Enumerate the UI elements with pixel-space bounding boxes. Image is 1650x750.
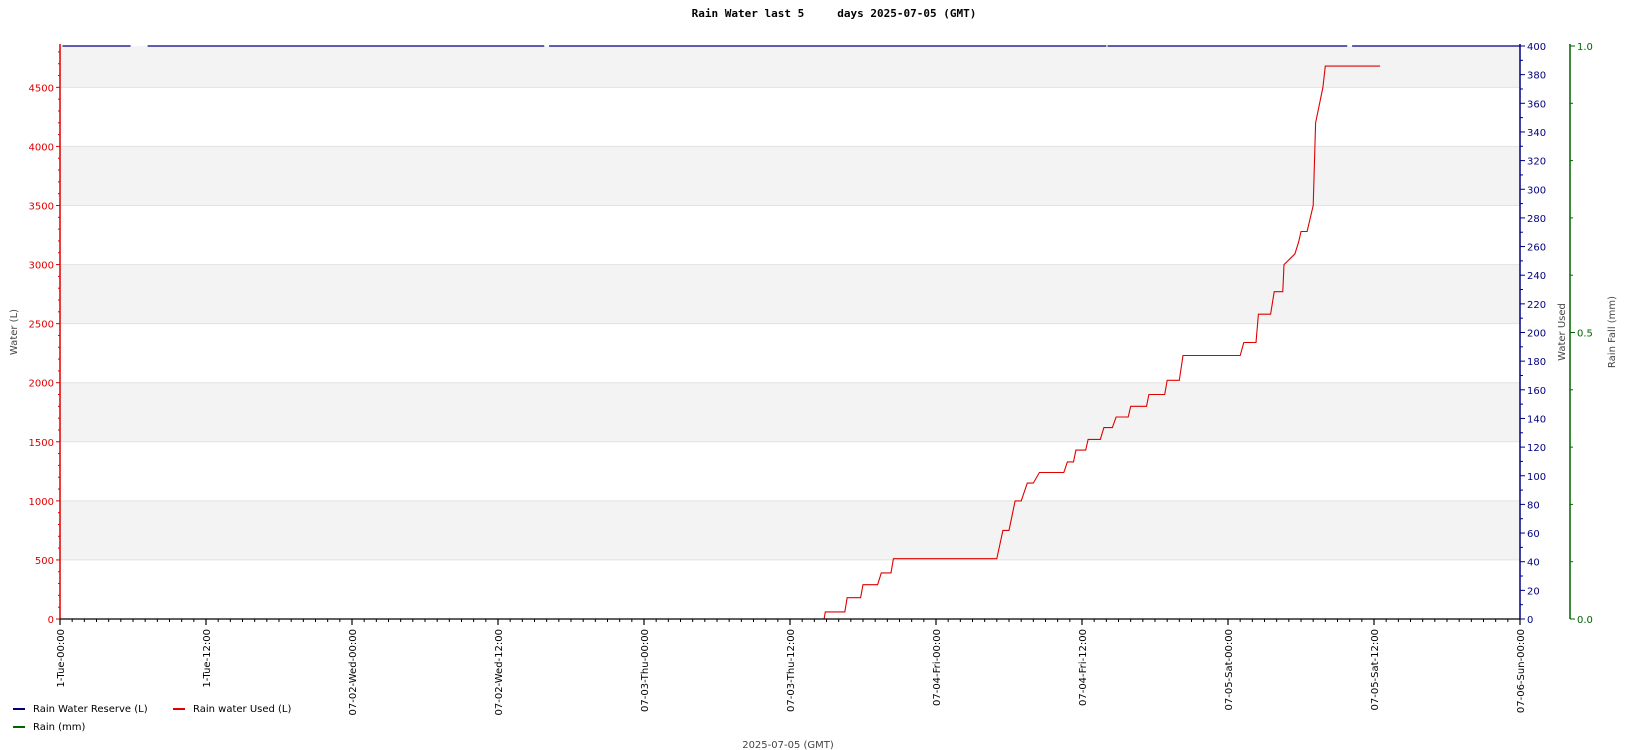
y-axis-label-right-rain-fall: Rain Fall (mm): [1607, 296, 1618, 368]
x-tick-label: 07-06-Sun-00:00: [1516, 629, 1527, 713]
right-rain-fall-tick-label: 0.5: [1577, 329, 1593, 340]
right-water-used-tick-label: 80: [1527, 500, 1540, 511]
right-rain-fall-tick-label: 1.0: [1577, 42, 1593, 53]
x-tick-label: 07-05-Sat-12:00: [1370, 629, 1381, 711]
grid-lines: [60, 86, 1520, 561]
x-tick-label: 07-02-Wed-00:00: [348, 629, 359, 716]
right-water-used-tick-label: 180: [1527, 357, 1546, 368]
left-tick-label: 3000: [29, 261, 54, 272]
right-water-used-tick-label: 60: [1527, 529, 1540, 540]
right-water-used-tick-label: 340: [1527, 128, 1546, 139]
x-axis-label: 2025-07-05 (GMT): [742, 740, 834, 750]
background-band: [60, 46, 1520, 88]
left-tick-label: 2500: [29, 320, 54, 331]
left-tick-label: 1000: [29, 497, 54, 508]
x-tick-label: 07-05-Sat-00:00: [1224, 629, 1235, 711]
right-water-used-tick-label: 400: [1527, 42, 1546, 53]
axes-layer: 0 500 1000 1500 2000 2500 3000 3500 4000 4500 0 20 4…: [29, 42, 1593, 716]
right-water-used-tick-label: 280: [1527, 214, 1546, 225]
x-tick-label: 07-04-Fri-12:00: [1078, 629, 1089, 706]
right-water-used-tick-label: 300: [1527, 185, 1546, 196]
right-water-used-tick-label: 360: [1527, 99, 1546, 110]
left-tick-label: 3500: [29, 201, 54, 212]
x-tick-label: 07-03-Thu-12:00: [786, 629, 797, 712]
used-series-line: [823, 65, 1381, 620]
y-axis-label-left: Water (L): [9, 309, 20, 355]
left-tick-label: 0: [48, 615, 54, 626]
series-layer: [62, 45, 1520, 620]
x-tick-label: 07-03-Thu-00:00: [640, 629, 651, 712]
right-water-used-tick-label: 160: [1527, 386, 1546, 397]
background-band: [60, 146, 1520, 206]
right-water-used-tick-label: 100: [1527, 472, 1546, 483]
right-water-used-tick-label: 0: [1527, 615, 1533, 626]
left-tick-label: 4000: [29, 142, 54, 153]
right-water-used-tick-label: 220: [1527, 300, 1546, 311]
legend-label: Rain water Used (L): [193, 704, 292, 715]
left-tick-label: 500: [35, 556, 54, 567]
right-rain-fall-tick-label: 0.0: [1577, 615, 1593, 626]
background-band: [60, 382, 1520, 442]
left-tick-label: 4500: [29, 83, 54, 94]
right-water-used-tick-label: 20: [1527, 586, 1540, 597]
right-water-used-tick-label: 240: [1527, 271, 1546, 282]
right-water-used-tick-label: 260: [1527, 243, 1546, 254]
x-tick-label: 1-Tue-12:00: [202, 629, 213, 688]
left-tick-label: 2000: [29, 379, 54, 390]
right-water-used-tick-label: 120: [1527, 443, 1546, 454]
right-water-used-tick-label: 200: [1527, 329, 1546, 340]
y-axis-label-right-water-used: Water Used: [1557, 303, 1568, 361]
right-water-used-tick-label: 40: [1527, 558, 1540, 569]
right-water-used-tick-label: 140: [1527, 414, 1546, 425]
right-water-used-tick-label: 320: [1527, 157, 1546, 168]
background-band: [60, 264, 1520, 324]
left-tick-label: 1500: [29, 438, 54, 449]
right-water-used-tick-label: 380: [1527, 71, 1546, 82]
legend-label: Rain (mm): [33, 722, 86, 733]
background-bands: [60, 46, 1520, 560]
x-tick-label: 07-04-Fri-00:00: [932, 629, 943, 706]
x-tick-label: 07-02-Wed-12:00: [494, 629, 505, 716]
background-band: [60, 500, 1520, 560]
legend: Rain Water Reserve (L) Rain water Used (L…: [13, 704, 292, 733]
x-tick-label: 1-Tue-00:00: [56, 629, 67, 688]
legend-label: Rain Water Reserve (L): [33, 704, 148, 715]
chart-title: Rain Water last 5 days 2025-07-05 (GMT): [692, 7, 977, 20]
